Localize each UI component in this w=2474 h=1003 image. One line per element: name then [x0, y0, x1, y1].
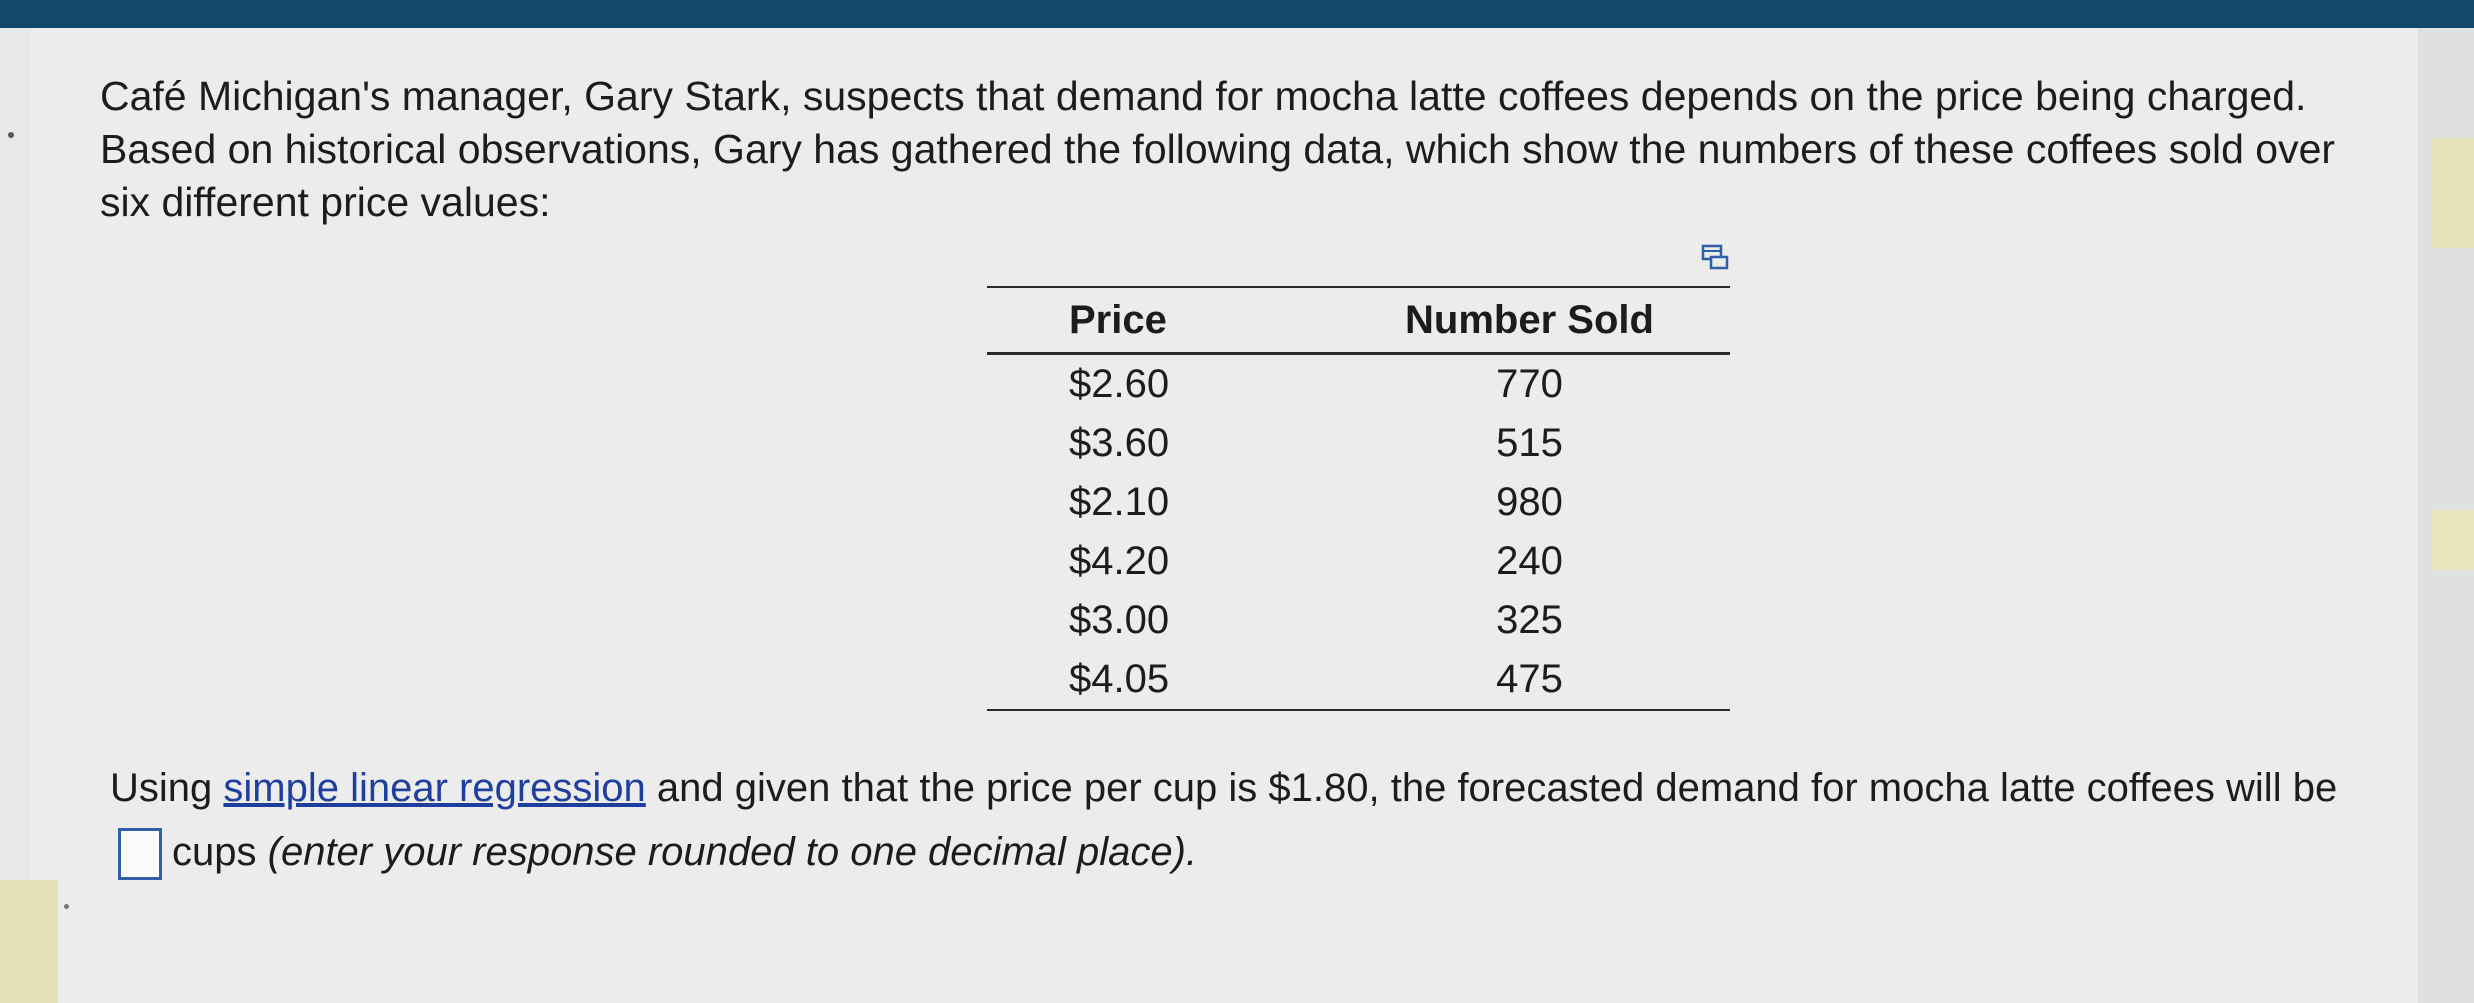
number-sold-cell: 240	[1496, 539, 1563, 583]
number-sold-cell: 770	[1496, 362, 1563, 406]
table-row: $4.05 475	[987, 650, 1730, 711]
column-header-price: Price	[987, 286, 1329, 355]
price-cell: $2.60	[1069, 362, 1170, 406]
left-marker	[8, 132, 14, 138]
column-header-number-sold: Number Sold	[1329, 286, 1730, 355]
question-middle: and given that the price per cup is $1.8…	[645, 766, 2338, 810]
table-row: $4.20 240	[987, 532, 1730, 591]
left-side-tab	[0, 880, 58, 1003]
left-marker	[64, 904, 69, 909]
rounding-instruction: (enter your response rounded to one deci…	[267, 830, 1198, 874]
number-sold-cell: 515	[1496, 421, 1563, 465]
table-row: $3.60 515	[987, 414, 1730, 473]
price-cell: $3.00	[1069, 598, 1170, 642]
number-sold-cell: 475	[1329, 650, 1730, 711]
answer-input[interactable]	[118, 828, 162, 881]
number-sold-cell: 980	[1496, 480, 1563, 524]
price-cell: $2.10	[1069, 480, 1170, 524]
copy-table-icon[interactable]	[1700, 242, 1730, 272]
table-row: $2.10 980	[987, 473, 1730, 532]
price-cell: $3.60	[1069, 421, 1170, 465]
price-cell: $4.20	[1069, 539, 1170, 583]
table-header-row: Price Number Sold	[987, 286, 1730, 355]
content-panel	[30, 28, 2418, 1003]
table-row: $2.60 770	[987, 354, 1730, 415]
question-text: Using simple linear regression and given…	[110, 756, 2350, 884]
unit-label: cups	[172, 830, 257, 874]
data-table: Price Number Sold $2.60 770 $3.60 515 $2…	[987, 286, 1730, 711]
right-side-tab	[2432, 510, 2474, 570]
number-sold-cell: 325	[1496, 598, 1563, 642]
top-bar	[0, 0, 2474, 28]
question-prefix: Using	[110, 766, 224, 810]
simple-linear-regression-link[interactable]: simple linear regression	[223, 766, 646, 810]
problem-intro: Café Michigan's manager, Gary Stark, sus…	[100, 73, 2336, 225]
table-row: $3.00 325	[987, 591, 1730, 650]
right-side-tab	[2432, 138, 2474, 248]
price-cell: $4.05	[987, 650, 1329, 711]
